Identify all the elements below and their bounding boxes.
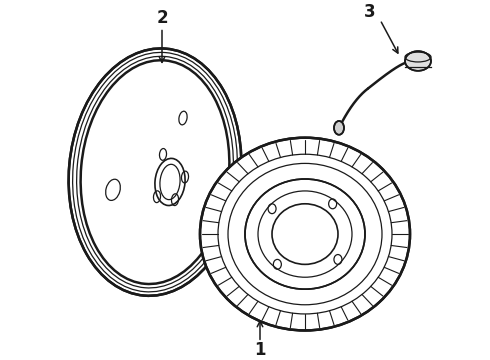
Ellipse shape [200, 138, 410, 330]
Ellipse shape [245, 179, 365, 289]
Text: 2: 2 [156, 9, 168, 27]
Text: 1: 1 [254, 341, 266, 359]
Text: 3: 3 [364, 3, 376, 21]
Ellipse shape [69, 49, 242, 296]
Ellipse shape [405, 51, 431, 71]
Ellipse shape [334, 121, 344, 135]
